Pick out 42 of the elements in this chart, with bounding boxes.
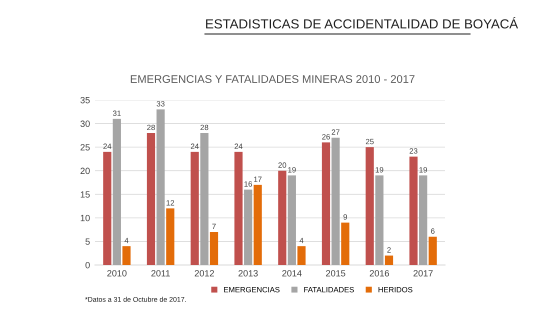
bar (297, 246, 306, 265)
bar (122, 246, 131, 265)
x-tick-label: 2017 (414, 270, 433, 276)
x-tick-label: 2016 (370, 270, 390, 276)
x-tick-label: 2013 (238, 270, 258, 276)
bar (278, 170, 286, 265)
bar (409, 156, 418, 265)
x-tick-label: 2010 (107, 270, 127, 276)
bar (419, 175, 428, 265)
bar (288, 175, 296, 265)
bar (375, 175, 384, 265)
chart-title: ESTADISTICAS DE ACCIDENTALIDAD DE BOYACÁ (206, 16, 518, 29)
bar (428, 236, 437, 265)
bar (112, 118, 121, 265)
bar (156, 109, 165, 265)
bar (146, 133, 156, 265)
bar (366, 147, 374, 265)
y-tick-label: 25 (80, 144, 90, 151)
bar (341, 222, 350, 265)
bar (200, 133, 208, 265)
y-tick-label: 0 (85, 262, 90, 268)
x-tick-label: 2012 (194, 270, 214, 276)
y-tick-label: 15 (80, 191, 90, 198)
bar (234, 152, 243, 265)
bar (384, 256, 394, 265)
x-tick-label: 2015 (326, 270, 346, 276)
bar (210, 232, 218, 265)
y-tick-label: 5 (85, 238, 90, 245)
x-tick-label: 2014 (282, 270, 302, 276)
bar (322, 142, 330, 265)
chart-subtitle: EMERGENCIAS Y FATALIDADES MINERAS 2010 - 2017 (130, 75, 414, 83)
bar (332, 138, 340, 265)
bar (166, 208, 174, 265)
bar (254, 184, 262, 265)
y-tick-label: 10 (80, 214, 90, 222)
y-tick-label: 30 (80, 120, 90, 127)
bar (190, 152, 199, 265)
bar (244, 190, 252, 265)
x-tick-label: 2011 (151, 270, 170, 276)
y-tick-label: 35 (80, 96, 90, 104)
bar (103, 152, 112, 265)
y-tick-label: 20 (80, 168, 90, 174)
